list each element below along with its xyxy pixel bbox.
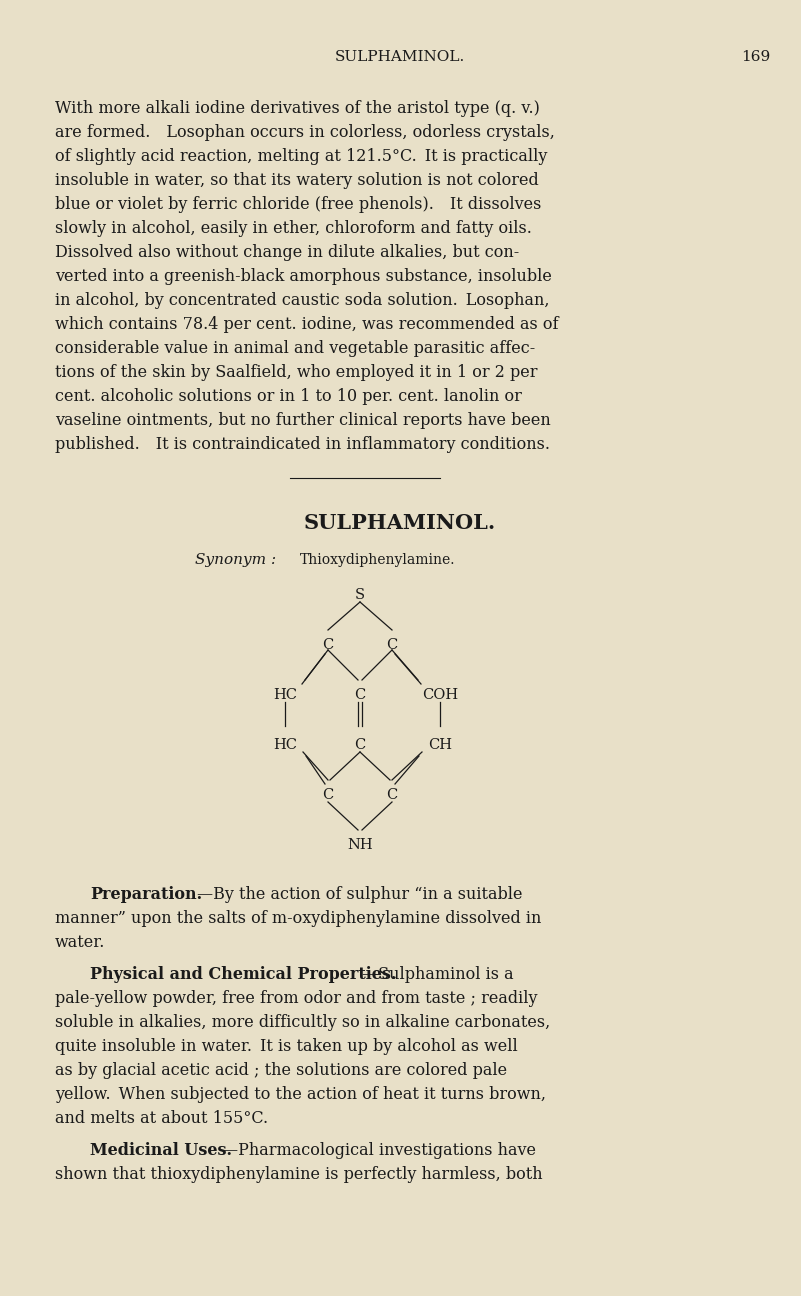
Text: tions of the skin by Saalfield, who employed it in 1 or 2 per: tions of the skin by Saalfield, who empl… bbox=[55, 364, 537, 381]
Text: Thioxydiphenylamine.: Thioxydiphenylamine. bbox=[300, 553, 456, 568]
Text: HC: HC bbox=[273, 688, 297, 702]
Text: —Sulphaminol is a: —Sulphaminol is a bbox=[362, 966, 513, 982]
Text: verted into a greenish-black amorphous substance, insoluble: verted into a greenish-black amorphous s… bbox=[55, 268, 552, 285]
Text: published. It is contraindicated in inflammatory conditions.: published. It is contraindicated in infl… bbox=[55, 435, 550, 454]
Text: —Pharmacological investigations have: —Pharmacological investigations have bbox=[222, 1142, 536, 1159]
Text: cent. alcoholic solutions or in 1 to 10 per. cent. lanolin or: cent. alcoholic solutions or in 1 to 10 … bbox=[55, 388, 522, 404]
Text: Physical and Chemical Properties.: Physical and Chemical Properties. bbox=[90, 966, 396, 982]
Text: With more alkali iodine derivatives of the aristol type (q. v.): With more alkali iodine derivatives of t… bbox=[55, 100, 540, 117]
Text: are formed. Losophan occurs in colorless, odorless crystals,: are formed. Losophan occurs in colorless… bbox=[55, 124, 555, 141]
Text: C: C bbox=[354, 737, 365, 752]
Text: —By the action of sulphur “in a suitable: —By the action of sulphur “in a suitable bbox=[197, 886, 522, 903]
Text: Preparation.: Preparation. bbox=[90, 886, 202, 903]
Text: manner” upon the salts of m-oxydiphenylamine dissolved in: manner” upon the salts of m-oxydiphenyla… bbox=[55, 910, 541, 927]
Text: as by glacial acetic acid ; the solutions are colored pale: as by glacial acetic acid ; the solution… bbox=[55, 1061, 507, 1080]
Text: water.: water. bbox=[55, 934, 106, 951]
Text: C: C bbox=[386, 638, 397, 652]
Text: C: C bbox=[322, 638, 334, 652]
Text: Medicinal Uses.: Medicinal Uses. bbox=[90, 1142, 232, 1159]
Text: shown that thioxydiphenylamine is perfectly harmless, both: shown that thioxydiphenylamine is perfec… bbox=[55, 1166, 542, 1183]
Text: quite insoluble in water. It is taken up by alcohol as well: quite insoluble in water. It is taken up… bbox=[55, 1038, 517, 1055]
Text: slowly in alcohol, easily in ether, chloroform and fatty oils.: slowly in alcohol, easily in ether, chlo… bbox=[55, 220, 532, 237]
Text: HC: HC bbox=[273, 737, 297, 752]
Text: CH: CH bbox=[428, 737, 452, 752]
Text: SULPHAMINOL.: SULPHAMINOL. bbox=[335, 51, 465, 64]
Text: insoluble in water, so that its watery solution is not colored: insoluble in water, so that its watery s… bbox=[55, 172, 539, 189]
Text: of slightly acid reaction, melting at 121.5°C. It is practically: of slightly acid reaction, melting at 12… bbox=[55, 148, 547, 165]
Text: SULPHAMINOL.: SULPHAMINOL. bbox=[304, 513, 496, 533]
Text: C: C bbox=[322, 788, 334, 802]
Text: vaseline ointments, but no further clinical reports have been: vaseline ointments, but no further clini… bbox=[55, 412, 551, 429]
Text: Synonym :: Synonym : bbox=[195, 553, 276, 568]
Text: in alcohol, by concentrated caustic soda solution. Losophan,: in alcohol, by concentrated caustic soda… bbox=[55, 292, 549, 308]
Text: C: C bbox=[354, 688, 365, 702]
Text: pale-yellow powder, free from odor and from taste ; readily: pale-yellow powder, free from odor and f… bbox=[55, 990, 537, 1007]
Text: Dissolved also without change in dilute alkalies, but con-: Dissolved also without change in dilute … bbox=[55, 244, 519, 260]
Text: yellow. When subjected to the action of heat it turns brown,: yellow. When subjected to the action of … bbox=[55, 1086, 546, 1103]
Text: blue or violet by ferric chloride (free phenols). It dissolves: blue or violet by ferric chloride (free … bbox=[55, 196, 541, 213]
Text: COH: COH bbox=[422, 688, 458, 702]
Text: NH: NH bbox=[347, 839, 372, 851]
Text: and melts at about 155°C.: and melts at about 155°C. bbox=[55, 1109, 268, 1128]
Text: considerable value in animal and vegetable parasitic affec-: considerable value in animal and vegetab… bbox=[55, 340, 535, 356]
Text: which contains 78.4 per cent. iodine, was recommended as of: which contains 78.4 per cent. iodine, wa… bbox=[55, 316, 558, 333]
Text: soluble in alkalies, more difficultly so in alkaline carbonates,: soluble in alkalies, more difficultly so… bbox=[55, 1013, 550, 1032]
Text: C: C bbox=[386, 788, 397, 802]
Text: S: S bbox=[355, 588, 365, 603]
Text: 169: 169 bbox=[741, 51, 770, 64]
